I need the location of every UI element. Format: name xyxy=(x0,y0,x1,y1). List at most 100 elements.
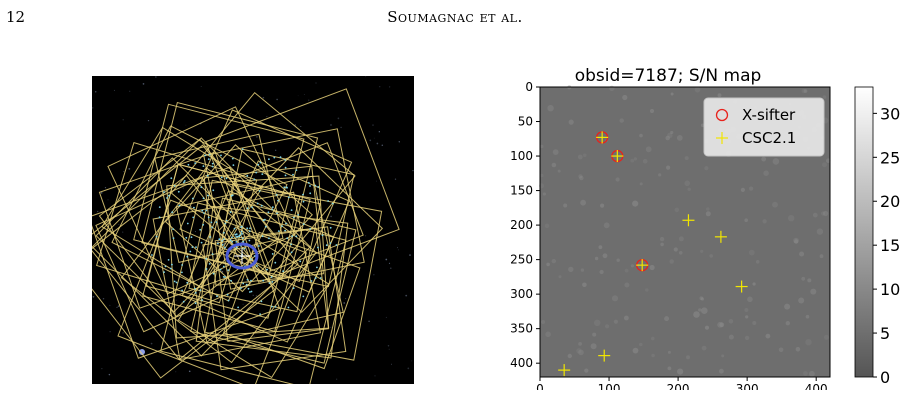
detected-source xyxy=(295,235,298,238)
detected-source xyxy=(285,186,288,189)
detected-source xyxy=(220,154,222,157)
detected-source xyxy=(172,228,174,231)
noise-blob xyxy=(669,259,674,264)
detected-source xyxy=(223,238,225,241)
detected-source xyxy=(277,199,279,202)
background-star xyxy=(374,375,376,377)
noise-blob xyxy=(558,275,562,279)
noise-blob xyxy=(630,158,635,163)
detected-source xyxy=(249,291,251,293)
detected-source xyxy=(286,237,289,240)
plot-frame xyxy=(539,86,831,378)
detected-source xyxy=(222,276,225,278)
noise-blob xyxy=(686,355,690,360)
detected-source xyxy=(217,242,219,245)
colorbar: 0 5 10 15 20 25 30 xyxy=(854,86,900,387)
background-star xyxy=(315,255,317,257)
background-star xyxy=(364,235,367,237)
noise-blob xyxy=(745,315,749,319)
detected-source xyxy=(242,237,244,240)
noise-blob xyxy=(826,158,831,163)
noise-blob xyxy=(728,334,734,340)
detected-source xyxy=(186,255,189,258)
background-star xyxy=(252,294,254,296)
noise-blob xyxy=(676,135,683,141)
noise-blob xyxy=(666,165,671,170)
noise-blob xyxy=(658,173,662,177)
detected-source xyxy=(246,174,249,177)
background-star xyxy=(256,136,258,138)
detected-source xyxy=(210,221,213,224)
detected-source xyxy=(207,216,210,219)
noise-blob xyxy=(694,86,701,93)
footprint-overlay xyxy=(92,76,414,384)
noise-blob xyxy=(728,319,734,324)
background-star xyxy=(275,149,277,151)
noise-blob xyxy=(794,239,799,244)
background-star xyxy=(223,242,226,245)
detected-source xyxy=(309,228,312,230)
detected-source xyxy=(250,258,253,261)
background-star xyxy=(330,215,332,218)
background-star xyxy=(109,331,111,333)
detected-source xyxy=(183,180,186,182)
detected-source xyxy=(281,225,283,228)
detected-source xyxy=(262,279,265,282)
detected-source xyxy=(253,178,256,181)
background-star xyxy=(292,198,294,200)
noise-blob xyxy=(603,222,610,229)
background-star xyxy=(194,231,196,233)
colorbar-tick-label: 0 xyxy=(880,368,890,387)
noise-blob xyxy=(639,182,643,186)
noise-blob xyxy=(542,192,546,196)
detected-source xyxy=(314,277,317,279)
background-star xyxy=(379,86,381,88)
detected-source xyxy=(335,244,338,246)
noise-blob xyxy=(540,144,544,149)
detected-source xyxy=(283,186,286,189)
noise-blob xyxy=(664,316,670,322)
detected-source xyxy=(225,177,228,180)
y-tick-label: 300 xyxy=(510,287,533,301)
detected-source xyxy=(309,185,311,187)
noise-blob xyxy=(590,343,597,350)
noise-blob xyxy=(567,353,572,359)
detected-source xyxy=(194,302,197,305)
detected-source xyxy=(163,191,165,193)
background-star xyxy=(294,124,296,126)
detected-source xyxy=(231,240,234,243)
noise-blob xyxy=(616,258,620,262)
background-star xyxy=(373,137,375,139)
background-star xyxy=(122,231,124,233)
background-star xyxy=(118,223,120,225)
noise-blob xyxy=(659,236,665,242)
detected-source xyxy=(205,268,208,270)
x-tick-label: 400 xyxy=(805,382,828,390)
noise-blob xyxy=(677,368,684,375)
noise-blob xyxy=(823,210,829,217)
detected-source xyxy=(256,202,259,205)
noise-blob xyxy=(605,324,610,329)
detected-source xyxy=(241,148,244,150)
detected-source xyxy=(173,280,176,283)
detected-source xyxy=(287,306,290,309)
noise-blob xyxy=(630,264,634,268)
pointing-footprint xyxy=(190,197,357,364)
pointing-footprint xyxy=(203,128,365,290)
noise-blob xyxy=(557,169,561,173)
background-star xyxy=(407,367,410,370)
detected-source xyxy=(264,225,267,228)
noise-blob xyxy=(546,262,550,267)
detected-source xyxy=(182,300,185,303)
noise-blob xyxy=(674,207,680,213)
noise-blob xyxy=(673,247,678,252)
noise-blob xyxy=(632,347,639,354)
detected-source xyxy=(178,204,181,207)
background-star xyxy=(94,91,97,93)
detected-source xyxy=(262,219,265,222)
detected-source xyxy=(277,230,280,233)
noise-blob xyxy=(803,371,808,376)
noise-blob xyxy=(665,135,670,141)
detected-source xyxy=(284,229,286,232)
detected-source xyxy=(212,272,215,275)
